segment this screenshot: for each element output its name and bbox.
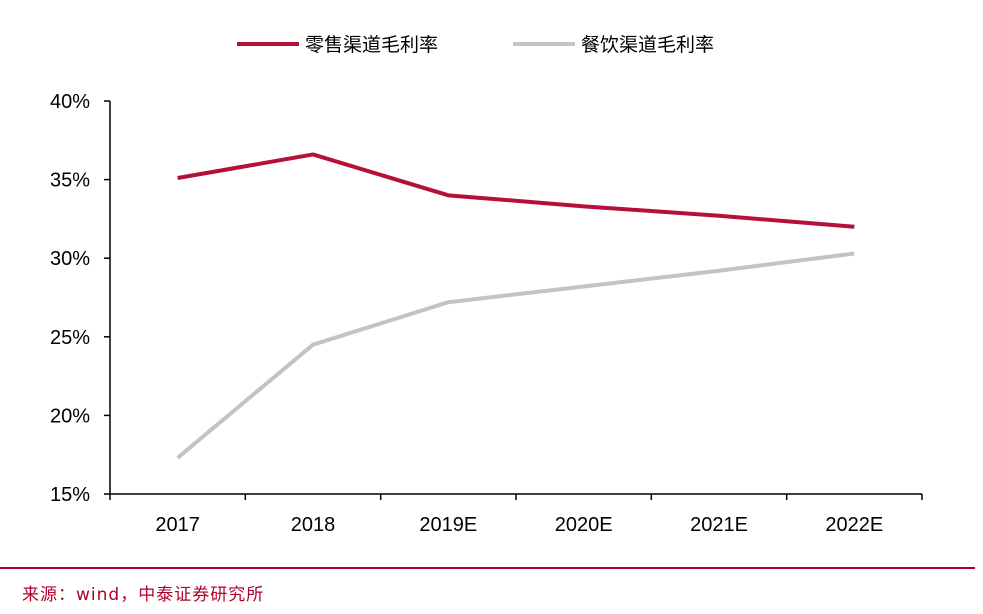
source-note: 来源：wind，中泰证券研究所 <box>22 585 265 605</box>
series-line-1 <box>177 152 855 229</box>
series-line-2 <box>176 251 855 460</box>
legend-label-2: 餐饮渠道毛利率 <box>581 34 714 56</box>
x-tick-label: 2021E <box>690 514 748 536</box>
y-tick-label: 15% <box>50 484 90 506</box>
legend-label-1: 零售渠道毛利率 <box>305 34 438 56</box>
x-tick-label: 2018 <box>291 514 336 536</box>
y-tick-label: 35% <box>50 170 90 192</box>
x-tick-label: 2022E <box>825 514 883 536</box>
y-tick-label: 20% <box>50 405 90 427</box>
x-tick-label: 2020E <box>555 514 613 536</box>
x-tick-label: 2017 <box>155 514 200 536</box>
y-tick-label: 25% <box>50 327 90 349</box>
x-tick-label: 2019E <box>419 514 477 536</box>
y-tick-label: 40% <box>50 91 90 113</box>
y-tick-label: 30% <box>50 248 90 270</box>
source-divider <box>0 567 975 569</box>
